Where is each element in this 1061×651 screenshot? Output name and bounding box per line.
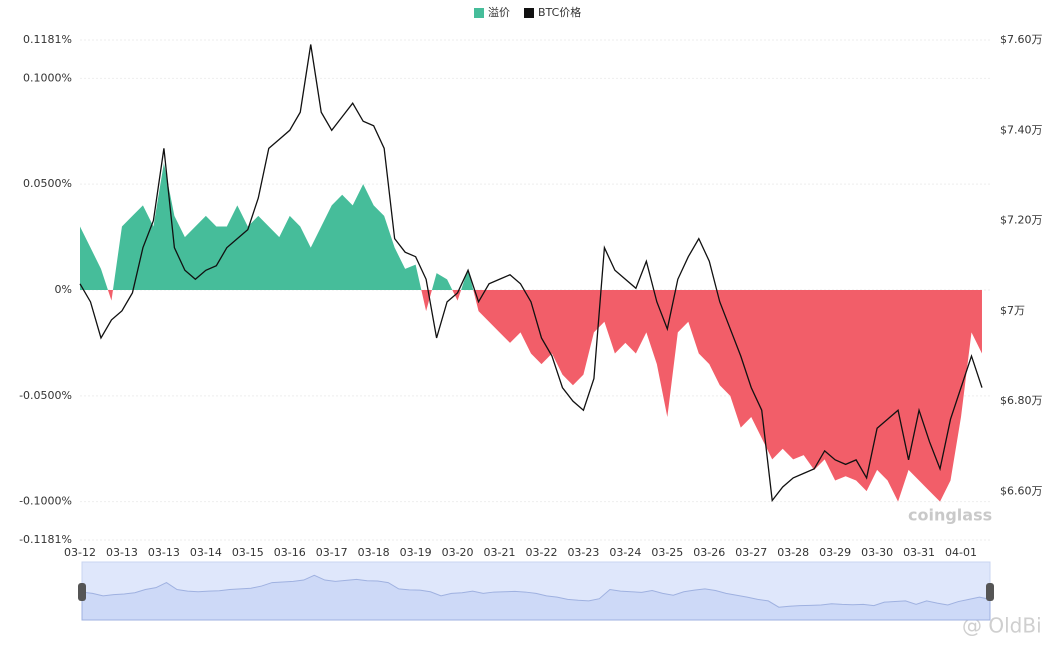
x-tick-label: 03-18 bbox=[358, 546, 390, 559]
legend-label: 溢价 bbox=[488, 5, 510, 19]
y-tick-label: 0.1181% bbox=[23, 33, 72, 46]
x-tick-label: 03-16 bbox=[274, 546, 306, 559]
x-tick-label: 03-14 bbox=[190, 546, 222, 559]
x-tick-label: 03-19 bbox=[400, 546, 432, 559]
x-tick-label: 03-13 bbox=[106, 546, 138, 559]
x-tick-label: 04-01 bbox=[945, 546, 977, 559]
x-tick-label: 03-25 bbox=[651, 546, 683, 559]
y2-tick-label: $6.80万 bbox=[1000, 394, 1043, 407]
price-line bbox=[79, 44, 983, 503]
x-tick-label: 03-15 bbox=[232, 546, 264, 559]
navigator-handle[interactable] bbox=[986, 583, 994, 601]
y-tick-label: -0.1181% bbox=[19, 533, 72, 546]
x-tick-label: 03-31 bbox=[903, 546, 935, 559]
x-tick-label: 03-30 bbox=[861, 546, 893, 559]
x-tick-label: 03-21 bbox=[484, 546, 516, 559]
premium-area bbox=[80, 162, 982, 502]
x-tick-label: 03-13 bbox=[148, 546, 180, 559]
x-tick-label: 03-22 bbox=[525, 546, 557, 559]
x-tick-label: 03-27 bbox=[735, 546, 767, 559]
y2-tick-label: $7.40万 bbox=[1000, 123, 1043, 136]
y-tick-label: 0.1000% bbox=[23, 71, 72, 84]
legend-swatch bbox=[474, 8, 484, 18]
y-tick-label: 0% bbox=[55, 283, 72, 296]
legend-label: BTC价格 bbox=[538, 5, 581, 19]
y2-tick-label: $6.60万 bbox=[1000, 484, 1043, 497]
y2-tick-label: $7.60万 bbox=[1000, 33, 1043, 46]
y2-tick-label: $7.20万 bbox=[1000, 214, 1043, 227]
x-tick-label: 03-17 bbox=[316, 546, 348, 559]
x-tick-label: 03-12 bbox=[64, 546, 96, 559]
x-tick-label: 03-28 bbox=[777, 546, 809, 559]
x-tick-label: 03-29 bbox=[819, 546, 851, 559]
navigator-handle[interactable] bbox=[78, 583, 86, 601]
watermark: coinglass bbox=[908, 506, 992, 525]
y-tick-label: -0.0500% bbox=[19, 389, 72, 402]
x-tick-label: 03-24 bbox=[609, 546, 641, 559]
navigator-line bbox=[81, 574, 991, 621]
y-tick-label: 0.0500% bbox=[23, 177, 72, 190]
x-tick-label: 03-23 bbox=[567, 546, 599, 559]
y-tick-label: -0.1000% bbox=[19, 495, 72, 508]
y2-tick-label: $7万 bbox=[1000, 304, 1025, 317]
x-tick-label: 03-20 bbox=[442, 546, 474, 559]
legend-swatch bbox=[524, 8, 534, 18]
x-tick-label: 03-26 bbox=[693, 546, 725, 559]
